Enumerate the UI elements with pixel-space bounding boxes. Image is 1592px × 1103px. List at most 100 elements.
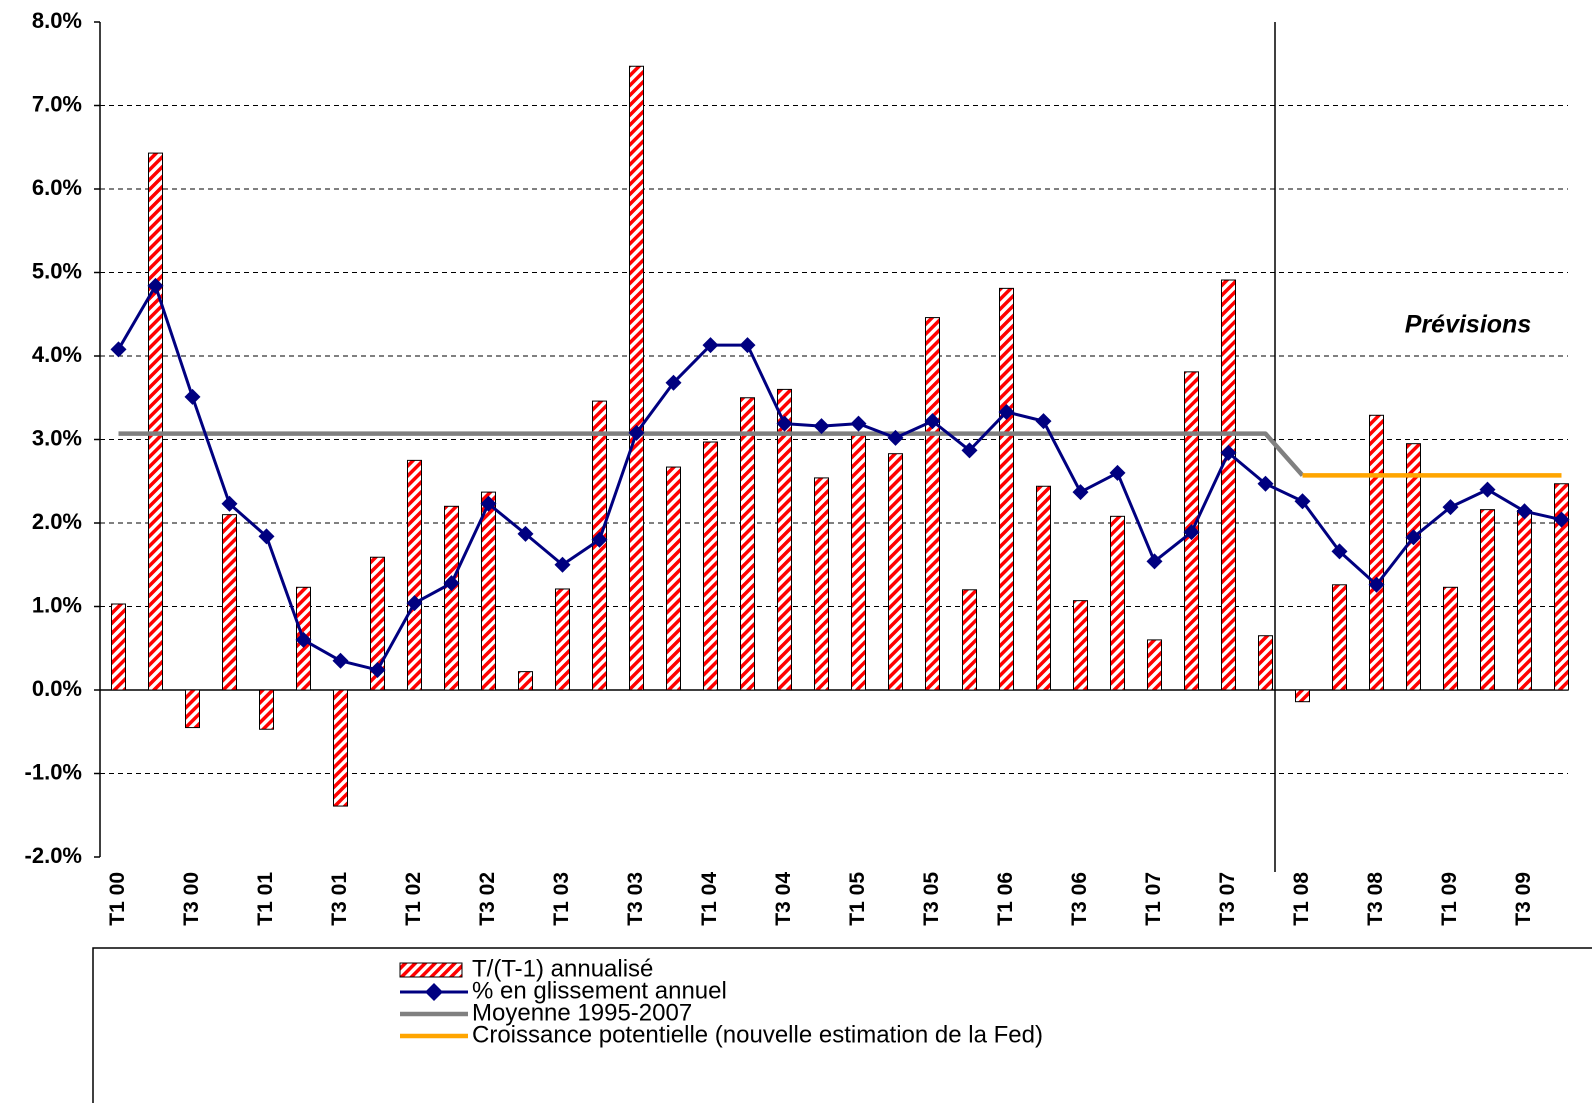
y-tick-label: -2.0% bbox=[25, 843, 82, 868]
bar bbox=[444, 505, 459, 691]
marker bbox=[702, 337, 719, 354]
marker bbox=[776, 415, 793, 432]
marker bbox=[1368, 576, 1385, 593]
marker bbox=[184, 388, 201, 405]
bar bbox=[148, 152, 163, 691]
y-tick-label: 4.0% bbox=[32, 342, 82, 367]
x-tick-label: T3 06 bbox=[1068, 872, 1091, 926]
marker bbox=[998, 403, 1015, 420]
x-tick-label: T1 09 bbox=[1438, 872, 1461, 926]
marker bbox=[850, 415, 867, 432]
bar bbox=[185, 689, 200, 729]
x-tick-label: T1 02 bbox=[402, 872, 425, 926]
bar bbox=[740, 397, 755, 691]
bar bbox=[481, 491, 496, 691]
x-tick-label: T3 07 bbox=[1216, 872, 1239, 926]
marker bbox=[1257, 475, 1274, 492]
y-tick-label: 3.0% bbox=[32, 425, 82, 450]
y-tick-label: -1.0% bbox=[25, 759, 82, 784]
x-tick-label: T1 03 bbox=[550, 872, 573, 926]
marker bbox=[1479, 481, 1496, 498]
legend-label: T/(T-1) annualisé bbox=[472, 955, 653, 982]
marker bbox=[443, 575, 460, 592]
marker bbox=[517, 525, 534, 542]
y-tick-label: 5.0% bbox=[32, 258, 82, 283]
marker bbox=[739, 337, 756, 354]
bar bbox=[333, 689, 348, 807]
x-tick-label: T1 01 bbox=[254, 872, 277, 926]
marker bbox=[221, 495, 238, 512]
marker bbox=[147, 277, 164, 294]
bar bbox=[962, 589, 977, 691]
marker bbox=[1331, 543, 1348, 560]
marker bbox=[332, 652, 349, 669]
y-tick-label: 2.0% bbox=[32, 509, 82, 534]
bar bbox=[1443, 586, 1458, 691]
x-tick-label: T3 03 bbox=[624, 872, 647, 926]
bar bbox=[222, 514, 237, 691]
marker bbox=[887, 429, 904, 446]
marker bbox=[369, 661, 386, 678]
x-tick-label: T3 08 bbox=[1364, 872, 1387, 926]
legend-label: % en glissement annuel bbox=[472, 977, 727, 1004]
x-tick-label: T1 08 bbox=[1290, 872, 1313, 926]
annotation: Prévisions bbox=[1405, 311, 1532, 339]
y-tick-label: 6.0% bbox=[32, 175, 82, 200]
legend-swatch bbox=[399, 962, 463, 978]
bar bbox=[1517, 509, 1532, 691]
marker bbox=[1294, 493, 1311, 510]
x-tick-label: T3 09 bbox=[1512, 872, 1535, 926]
bar bbox=[1147, 639, 1162, 691]
marker bbox=[591, 531, 608, 548]
bar bbox=[888, 453, 903, 691]
x-tick-label: T3 01 bbox=[328, 872, 351, 926]
bar bbox=[1369, 414, 1384, 691]
bar bbox=[703, 441, 718, 691]
marker bbox=[110, 341, 127, 358]
marker bbox=[1553, 511, 1570, 528]
legend-label: Moyenne 1995-2007 bbox=[472, 999, 692, 1026]
bar bbox=[777, 388, 792, 691]
y-tick-label: 1.0% bbox=[32, 592, 82, 617]
marker bbox=[1109, 464, 1126, 481]
marker bbox=[1035, 413, 1052, 430]
marker bbox=[258, 528, 275, 545]
x-tick-label: T3 02 bbox=[476, 872, 499, 926]
legend-marker bbox=[425, 983, 443, 1001]
line bbox=[118, 431, 1305, 477]
marker bbox=[1405, 529, 1422, 546]
marker bbox=[961, 442, 978, 459]
bar bbox=[629, 65, 644, 691]
x-tick-label: T1 07 bbox=[1142, 872, 1165, 926]
marker bbox=[813, 418, 830, 435]
y-tick-label: 7.0% bbox=[32, 91, 82, 116]
marker bbox=[1183, 524, 1200, 541]
bar bbox=[259, 689, 274, 730]
legend-label: Croissance potentielle (nouvelle estimat… bbox=[472, 1021, 1043, 1048]
marker bbox=[295, 631, 312, 648]
bar bbox=[111, 603, 126, 691]
marker bbox=[1442, 499, 1459, 516]
y-tick-label: 0.0% bbox=[32, 676, 82, 701]
marker bbox=[1220, 444, 1237, 461]
legend-box bbox=[92, 947, 1592, 1103]
bar bbox=[999, 287, 1014, 691]
marker bbox=[665, 374, 682, 391]
x-tick-label: T1 00 bbox=[106, 872, 129, 926]
y-tick-label: 8.0% bbox=[32, 8, 82, 33]
marker bbox=[924, 413, 941, 430]
x-tick-label: T3 00 bbox=[180, 872, 203, 926]
marker bbox=[1146, 553, 1163, 570]
bar bbox=[370, 556, 385, 691]
bar bbox=[1295, 689, 1310, 703]
bar bbox=[407, 459, 422, 691]
bar bbox=[1258, 635, 1273, 691]
marker bbox=[1072, 484, 1089, 501]
x-tick-label: T1 06 bbox=[994, 872, 1017, 926]
marker bbox=[406, 595, 423, 612]
marker bbox=[554, 556, 571, 573]
line bbox=[117, 284, 1562, 672]
bar bbox=[1332, 584, 1347, 691]
